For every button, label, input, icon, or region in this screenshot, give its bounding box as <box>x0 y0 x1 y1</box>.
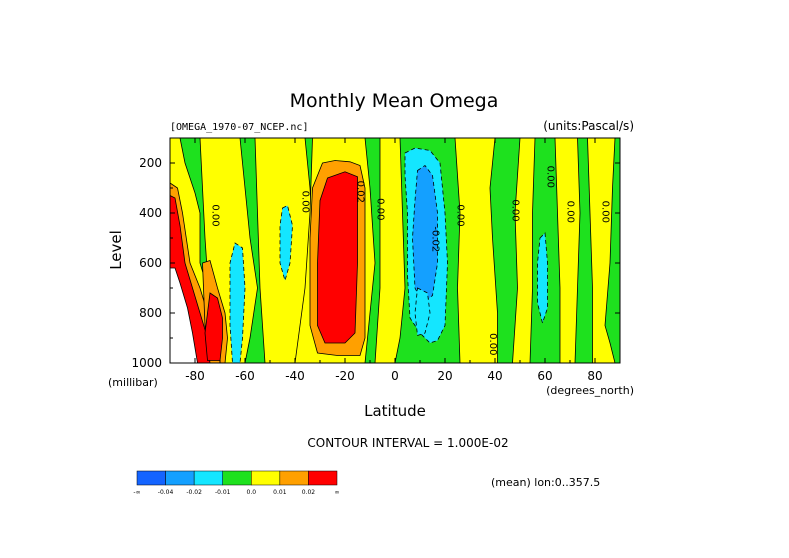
x-tick-label: -80 <box>185 369 205 383</box>
colorbar-label: -∞ <box>133 489 140 496</box>
contour-label: 0.00 <box>510 199 521 221</box>
contour-label: -0.02 <box>430 226 441 252</box>
y-axis-ticks: 200 400 600 800 1000 <box>131 137 620 370</box>
source-label: [OMEGA_1970-07_NCEP.nc] <box>170 122 308 133</box>
contour-label: 0.00 <box>487 333 498 355</box>
x-units-label: (degrees_north) <box>546 384 634 397</box>
contour-region-5 <box>279 204 293 282</box>
colorbar-swatch <box>308 470 338 486</box>
y-units-label: (millibar) <box>108 376 158 389</box>
contour-region-9 <box>374 138 406 363</box>
x-axis-ticks: -80 -60 -40 -20 0 20 40 60 80 <box>169 138 621 383</box>
x-tick-label: -40 <box>285 369 305 383</box>
contour-region-3 <box>229 242 246 363</box>
colorbar-label: 0.0 <box>247 489 257 496</box>
contour-region-14 <box>512 138 536 363</box>
colorbar-label: ∞ <box>335 489 340 496</box>
contour-labels: 0.00 0.00 0.02 0.00 -0.02 0.00 0.00 0.00 0.00 0.0… <box>210 166 611 356</box>
y-tick-label: 600 <box>139 256 162 270</box>
contour-region-17 <box>587 138 616 363</box>
contour-label: 0.00 <box>455 204 466 226</box>
colorbar-swatch <box>165 470 195 486</box>
colorbar-label: -0.02 <box>186 489 202 496</box>
contour-label: 0.00 <box>300 191 311 213</box>
units-label: (units:Pascal/s) <box>543 119 634 133</box>
y-tick-label: 1000 <box>131 356 162 370</box>
contour-label: 0.00 <box>565 201 576 223</box>
x-tick-label: 20 <box>437 369 452 383</box>
x-tick-label: -60 <box>235 369 255 383</box>
x-tick-label: 80 <box>587 369 602 383</box>
missing-data-region <box>170 267 198 363</box>
contour-region-8 <box>317 171 358 344</box>
y-tick-label: 800 <box>139 306 162 320</box>
contour-label: 0.00 <box>375 198 386 220</box>
contour-label: 0.00 <box>600 201 611 223</box>
y-tick-label: 200 <box>139 156 162 170</box>
x-tick-label: 0 <box>391 369 399 383</box>
colorbar-swatch <box>136 470 166 486</box>
y-axis-label: Level <box>107 230 125 270</box>
colorbar-label: 0.02 <box>302 489 316 496</box>
contour-region-11 <box>412 164 438 304</box>
colorbar-swatch <box>279 470 309 486</box>
contour-interval-label: CONTOUR INTERVAL = 1.000E-02 <box>307 436 508 450</box>
chart-title: Monthly Mean Omega <box>290 90 499 112</box>
x-tick-label: -20 <box>335 369 355 383</box>
mean-label: (mean) lon:0..357.5 <box>491 476 600 489</box>
contour-regions <box>170 138 620 363</box>
contour-region-16 <box>554 138 581 363</box>
contour-region-13 <box>454 138 498 363</box>
colorbar-label: -0.01 <box>215 489 231 496</box>
x-tick-label: 40 <box>487 369 502 383</box>
x-tick-label: 60 <box>537 369 552 383</box>
colorbar-swatch <box>222 470 252 486</box>
colorbar-label: -0.04 <box>158 489 174 496</box>
contour-region-21 <box>204 292 223 361</box>
contour-label: 0.02 <box>355 181 366 203</box>
contour-region-12 <box>414 287 431 337</box>
contour-region-15 <box>537 232 548 325</box>
contour-label: 0.00 <box>210 204 221 226</box>
contour-label: 0.00 <box>545 166 556 188</box>
colorbar-swatch <box>251 470 281 486</box>
x-axis-label: Latitude <box>364 402 426 420</box>
colorbar: -∞ -0.04 -0.02 -0.01 0.0 0.01 0.02 ∞ <box>133 470 340 496</box>
colorbar-swatch <box>193 470 223 486</box>
y-tick-label: 400 <box>139 206 162 220</box>
colorbar-label: 0.01 <box>273 489 287 496</box>
